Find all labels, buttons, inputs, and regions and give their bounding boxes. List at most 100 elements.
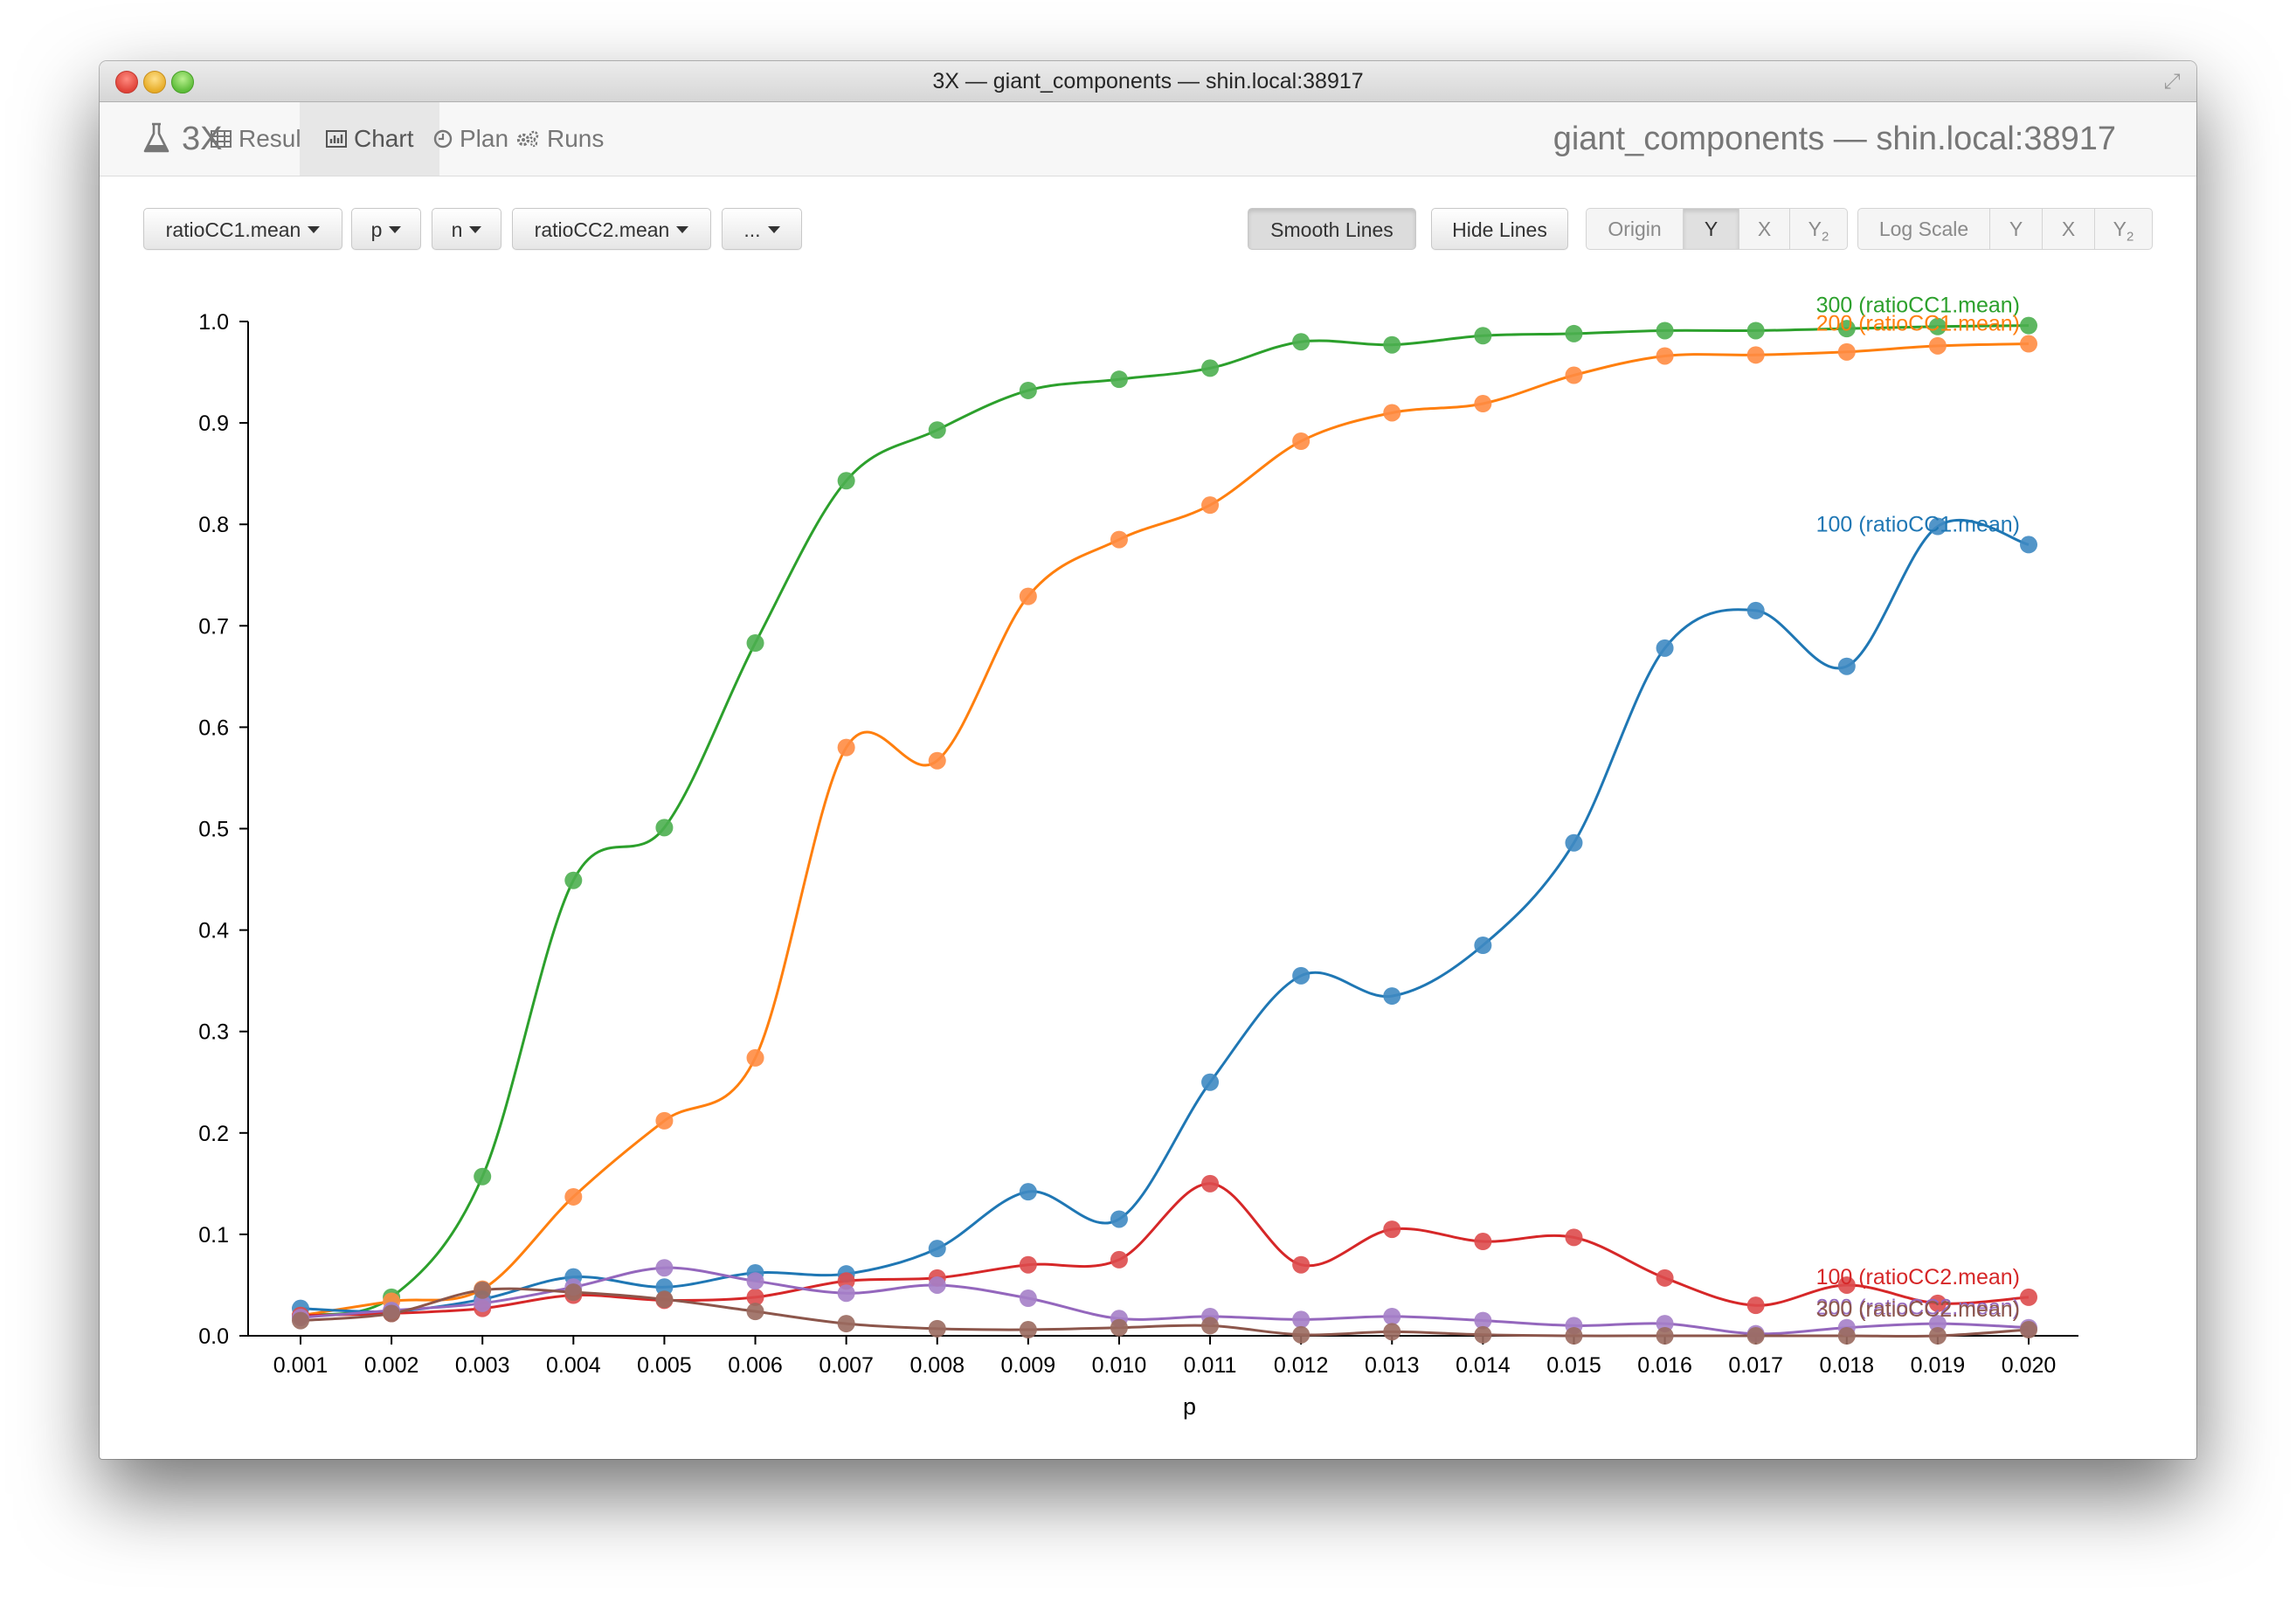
- data-point: [655, 1259, 674, 1277]
- more-dropdown[interactable]: ...: [722, 208, 802, 250]
- x-tick-label: 0.009: [1001, 1353, 1056, 1378]
- data-point: [2020, 1321, 2037, 1339]
- brand-label: 3X: [182, 121, 223, 157]
- y-axis-dropdown[interactable]: ratioCC1.mean: [143, 208, 342, 250]
- data-point: [1201, 359, 1220, 377]
- data-point: [1292, 1255, 1311, 1274]
- data-point: [1656, 1269, 1674, 1287]
- close-window-button[interactable]: [115, 71, 138, 93]
- x-tick-label: 0.010: [1092, 1353, 1147, 1378]
- x-tick-label: 0.005: [637, 1353, 692, 1378]
- data-point: [1928, 1327, 1947, 1345]
- dropdown-label: n: [451, 218, 463, 241]
- y-tick-label: 0.7: [198, 614, 229, 639]
- data-point: [1474, 395, 1492, 413]
- data-point: [2020, 335, 2037, 353]
- data-point: [1656, 1315, 1674, 1333]
- series-dropdown[interactable]: n: [432, 208, 501, 250]
- data-point: [1383, 1307, 1401, 1325]
- data-point: [1928, 517, 1947, 536]
- fullscreen-icon[interactable]: ⤢: [2163, 70, 2181, 93]
- data-point: [2020, 1288, 2037, 1306]
- data-point: [928, 1319, 946, 1338]
- x-axis-dropdown[interactable]: p: [351, 208, 421, 250]
- log-y2-toggle[interactable]: Y2: [2094, 209, 2152, 249]
- log-scale-label: Log Scale: [1878, 218, 1969, 240]
- data-point: [1292, 333, 1311, 351]
- data-point: [1474, 1311, 1492, 1330]
- data-point: [1928, 1294, 1947, 1312]
- x-tick-label: 0.013: [1365, 1353, 1420, 1378]
- data-point: [1201, 496, 1220, 515]
- data-point: [292, 1311, 309, 1330]
- data-point: [1928, 1315, 1947, 1333]
- data-point: [2020, 316, 2037, 335]
- data-point: [1746, 346, 1765, 364]
- dataset-title: giant_components — shin.local:38917: [1553, 121, 2116, 157]
- data-point: [1383, 335, 1401, 354]
- x-tick-label: 0.004: [546, 1353, 601, 1378]
- x-tick-label: 0.002: [364, 1353, 419, 1378]
- minimize-window-button[interactable]: [143, 71, 166, 93]
- data-point: [474, 1281, 492, 1299]
- data-point: [1656, 639, 1674, 657]
- origin-x-toggle[interactable]: X: [1739, 209, 1789, 249]
- data-point: [1019, 1183, 1037, 1201]
- x-tick-label: 0.016: [1637, 1353, 1692, 1378]
- series-label: 100 (ratioCC2.mean): [1816, 1265, 2020, 1289]
- origin-y-toggle[interactable]: Y: [1683, 209, 1739, 249]
- caret-down-icon: [389, 226, 402, 234]
- tab-runs[interactable]: Runs: [489, 102, 630, 176]
- data-point: [1019, 1255, 1037, 1274]
- tab-chart[interactable]: Chart: [300, 102, 440, 176]
- origin-y2-toggle[interactable]: Y2: [1789, 209, 1847, 249]
- data-point: [746, 634, 764, 653]
- table-icon: [211, 129, 232, 148]
- data-point: [1110, 370, 1128, 389]
- data-point: [1565, 366, 1583, 384]
- data-point: [655, 1111, 674, 1130]
- x-axis-label: p: [1183, 1393, 1196, 1420]
- series-line: [300, 342, 2030, 1317]
- data-point: [1110, 1318, 1128, 1337]
- log-y-toggle[interactable]: Y: [1989, 209, 2042, 249]
- brand[interactable]: 3X: [143, 102, 222, 176]
- data-point: [1837, 342, 1856, 361]
- log-x-toggle[interactable]: X: [2042, 209, 2094, 249]
- data-point: [1383, 404, 1401, 422]
- data-point: [1019, 587, 1037, 605]
- data-point: [746, 1048, 764, 1067]
- data-point: [1565, 324, 1583, 342]
- x-tick-label: 0.017: [1728, 1353, 1783, 1378]
- y-tick-label: 0.0: [198, 1324, 229, 1349]
- origin-group: Origin Y X Y2: [1586, 208, 1848, 250]
- x-tick-label: 0.003: [455, 1353, 510, 1378]
- zoom-window-button[interactable]: [171, 71, 194, 93]
- data-point: [1837, 320, 1856, 338]
- y-tick-label: 0.6: [198, 716, 229, 740]
- smooth-lines-toggle[interactable]: Smooth Lines: [1248, 208, 1416, 250]
- data-point: [1110, 1250, 1128, 1269]
- data-point: [1292, 966, 1311, 985]
- y-tick-label: 0.5: [198, 818, 229, 842]
- data-point: [1474, 1325, 1492, 1344]
- data-point: [837, 1272, 855, 1290]
- data-point: [564, 1187, 583, 1206]
- data-point: [1656, 347, 1674, 365]
- tab-label: Plan: [460, 125, 509, 152]
- y-tick-label: 0.4: [198, 919, 229, 944]
- x-tick-label: 0.011: [1184, 1353, 1237, 1378]
- data-point: [1019, 1289, 1037, 1308]
- data-point: [1292, 1310, 1311, 1329]
- hide-lines-toggle[interactable]: Hide Lines: [1431, 208, 1568, 250]
- tab-plan[interactable]: Plan: [407, 102, 535, 176]
- y2-axis-dropdown[interactable]: ratioCC2.mean: [512, 208, 711, 250]
- x-tick-label: 0.012: [1274, 1353, 1329, 1378]
- data-point: [1474, 327, 1492, 345]
- caret-down-icon: [676, 226, 689, 234]
- series-label: 100 (ratioCC1.mean): [1816, 512, 2020, 536]
- x-tick-label: 0.001: [273, 1353, 328, 1378]
- data-point: [1474, 1233, 1492, 1251]
- caret-down-icon: [308, 226, 321, 234]
- data-point: [1837, 1276, 1856, 1294]
